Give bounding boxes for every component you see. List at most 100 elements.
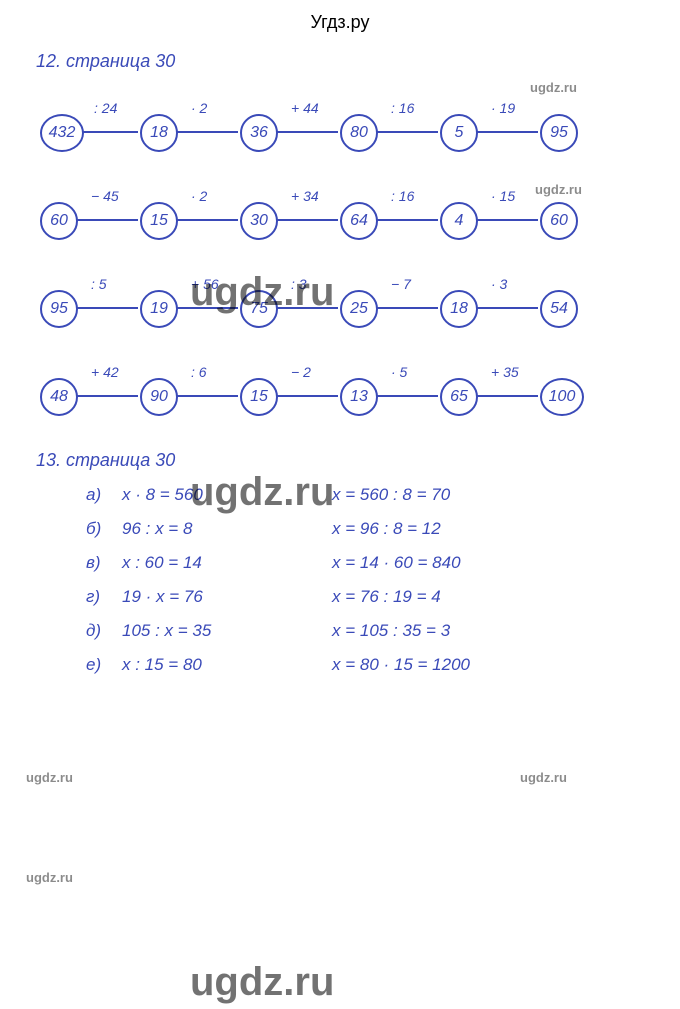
chain-op: + 34	[291, 188, 319, 204]
chain-node: 5	[440, 114, 478, 152]
equation-left: 19 · x = 76	[122, 587, 332, 607]
equation-row: е)x : 15 = 80x = 80 · 15 = 1200	[86, 655, 680, 675]
chain-node: 15	[240, 378, 278, 416]
chain-node: 19	[140, 290, 178, 328]
equation-row: д)105 : x = 35x = 105 : 35 = 3	[86, 621, 680, 641]
chain-node: 54	[540, 290, 578, 328]
chain-op: : 16	[391, 188, 414, 204]
chain-op: · 5	[391, 364, 407, 380]
chain-connector	[76, 307, 138, 309]
chain-node: 48	[40, 378, 78, 416]
equation-right: x = 560 : 8 = 70	[332, 485, 680, 505]
chain-node: 36	[240, 114, 278, 152]
equation-left: x · 8 = 560	[122, 485, 332, 505]
chain-op: : 5	[91, 276, 107, 292]
equation-label: д)	[86, 621, 122, 641]
equation-row: б)96 : x = 8x = 96 : 8 = 12	[86, 519, 680, 539]
chain-connector	[476, 131, 538, 133]
chain-node: 95	[40, 290, 78, 328]
chain-op: · 2	[191, 100, 207, 116]
chain-connector	[276, 131, 338, 133]
chain-row: 48 + 42 90 : 6 15 − 2 13 · 5 65 + 35 100	[40, 350, 680, 420]
chain-row: 95 : 5 19 + 56 75 : 3 25 − 7 18 · 3 54	[40, 262, 680, 332]
equation-left: x : 15 = 80	[122, 655, 332, 675]
chain-op: − 2	[291, 364, 311, 380]
chain-op: + 56	[191, 276, 219, 292]
chain-node: 60	[540, 202, 578, 240]
chain-connector	[276, 307, 338, 309]
chain-op: : 3	[291, 276, 307, 292]
chain-op: · 3	[491, 276, 507, 292]
chain-connector	[476, 219, 538, 221]
equation-label: в)	[86, 553, 122, 573]
equation-right: x = 105 : 35 = 3	[332, 621, 680, 641]
chain-connector	[176, 395, 238, 397]
chain-op: + 42	[91, 364, 119, 380]
chain-connector	[82, 131, 138, 133]
chain-connector	[376, 395, 438, 397]
chain-op: · 15	[491, 188, 515, 204]
equation-row: г)19 · x = 76x = 76 : 19 = 4	[86, 587, 680, 607]
equation-right: x = 96 : 8 = 12	[332, 519, 680, 539]
equation-left: 96 : x = 8	[122, 519, 332, 539]
equation-label: б)	[86, 519, 122, 539]
equation-row: а)x · 8 = 560x = 560 : 8 = 70	[86, 485, 680, 505]
chain-connector	[176, 307, 238, 309]
chain-connector	[476, 307, 538, 309]
equation-left: x : 60 = 14	[122, 553, 332, 573]
chain-op: : 16	[391, 100, 414, 116]
equation-label: г)	[86, 587, 122, 607]
equation-right: x = 76 : 19 = 4	[332, 587, 680, 607]
chain-connector	[376, 219, 438, 221]
chain-op: : 24	[94, 100, 117, 116]
watermark-small: ugdz.ru	[520, 770, 567, 785]
chain-connector	[76, 395, 138, 397]
chain-node: 65	[440, 378, 478, 416]
chains-container: 432 : 24 18 · 2 36 + 44 80 : 16 5 · 19 95 60 − 45 15 ·…	[0, 86, 680, 420]
chain-node: 4	[440, 202, 478, 240]
chain-node: 64	[340, 202, 378, 240]
equation-left: 105 : x = 35	[122, 621, 332, 641]
chain-row: 60 − 45 15 · 2 30 + 34 64 : 16 4 · 15 60	[40, 174, 680, 244]
chain-connector	[176, 131, 238, 133]
equation-label: а)	[86, 485, 122, 505]
chain-node: 25	[340, 290, 378, 328]
chain-op: : 6	[191, 364, 207, 380]
chain-op: · 2	[191, 188, 207, 204]
equation-label: е)	[86, 655, 122, 675]
chain-op: + 44	[291, 100, 319, 116]
chain-node: 75	[240, 290, 278, 328]
watermark-small: ugdz.ru	[26, 870, 73, 885]
watermark-big: ugdz.ru	[190, 960, 334, 1005]
chain-node: 60	[40, 202, 78, 240]
chain-connector	[276, 395, 338, 397]
chain-node: 90	[140, 378, 178, 416]
chain-node: 13	[340, 378, 378, 416]
chain-connector	[176, 219, 238, 221]
chain-op: − 45	[91, 188, 119, 204]
chain-node: 18	[440, 290, 478, 328]
chain-node: 30	[240, 202, 278, 240]
site-header: Угдз.ру	[0, 0, 680, 33]
chain-connector	[76, 219, 138, 221]
chain-row: 432 : 24 18 · 2 36 + 44 80 : 16 5 · 19 95	[40, 86, 680, 156]
chain-op: + 35	[491, 364, 519, 380]
section1-title: 12. страница 30	[36, 51, 680, 72]
chain-node: 80	[340, 114, 378, 152]
chain-node: 95	[540, 114, 578, 152]
chain-connector	[376, 307, 438, 309]
equation-right: x = 80 · 15 = 1200	[332, 655, 680, 675]
chain-op: · 19	[491, 100, 515, 116]
chain-node: 18	[140, 114, 178, 152]
chain-op: − 7	[391, 276, 411, 292]
equation-row: в)x : 60 = 14x = 14 · 60 = 840	[86, 553, 680, 573]
equations-block: а)x · 8 = 560x = 560 : 8 = 70 б)96 : x = …	[86, 485, 680, 675]
chain-connector	[276, 219, 338, 221]
chain-connector	[476, 395, 538, 397]
section2-title: 13. страница 30	[36, 450, 680, 471]
watermark-small: ugdz.ru	[26, 770, 73, 785]
chain-node: 15	[140, 202, 178, 240]
chain-node: 100	[540, 378, 584, 416]
chain-node: 432	[40, 114, 84, 152]
chain-connector	[376, 131, 438, 133]
